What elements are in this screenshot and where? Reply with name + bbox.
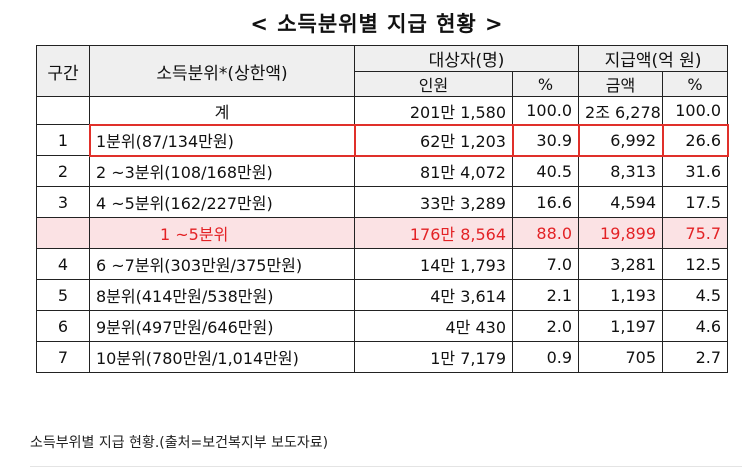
header-people-pct: % (511, 71, 580, 97)
row-amount: 2조 6,278 (578, 96, 664, 125)
row-amount: 6,992 (577, 123, 664, 157)
table-title: < 소득분위별 지급 현황 > (250, 12, 504, 36)
row-level: 4 ~5분위(162/227만원) (89, 186, 355, 218)
row-amount-pct: 26.6 (661, 123, 729, 157)
row-section: 3 (36, 186, 90, 218)
row-amount: 1,197 (578, 310, 664, 342)
row-section: 6 (36, 310, 90, 342)
header-payment: 지급액(억 원) (578, 45, 729, 72)
row-amount-pct: 75.7 (662, 217, 729, 249)
table-row-subtotal: 1 ~5분위 176만 8,564 88.0 19,899 75.7 (36, 217, 729, 249)
row-people: 1만 7,179 (354, 341, 513, 373)
row-level: 계 (89, 96, 355, 125)
table-row: 4 6 ~7분위(303만원/375만원) 14만 1,793 7.0 3,28… (36, 248, 729, 280)
row-amount: 4,594 (578, 186, 664, 218)
row-amount-pct: 17.5 (662, 186, 729, 218)
header-section: 구간 (36, 45, 90, 97)
row-people: 62만 1,203 (353, 123, 514, 157)
row-amount: 3,281 (578, 248, 664, 280)
row-people-pct: 40.5 (511, 155, 580, 187)
row-people-pct: 7.0 (511, 248, 580, 280)
row-amount-pct: 31.6 (662, 155, 729, 187)
header-amount: 금액 (578, 71, 664, 97)
row-level: 9분위(497만원/646만원) (89, 310, 355, 342)
row-level: 6 ~7분위(303만원/375만원) (89, 248, 355, 280)
row-people: 14만 1,793 (354, 248, 513, 280)
row-people-pct: 16.6 (511, 186, 580, 218)
row-people-pct: 88.0 (511, 217, 580, 249)
row-section: 2 (36, 155, 90, 187)
table-row: 6 9분위(497만원/646만원) 4만 430 2.0 1,197 4.6 (36, 310, 729, 342)
row-people-pct: 2.0 (511, 310, 580, 342)
header-income-level: 소득분위*(상한액) (89, 45, 355, 97)
row-people-pct: 100.0 (511, 96, 580, 125)
row-people: 4만 3,614 (354, 279, 513, 311)
row-people: 33만 3,289 (354, 186, 513, 218)
row-people-pct: 2.1 (511, 279, 580, 311)
header-amount-pct: % (662, 71, 729, 97)
row-amount: 19,899 (578, 217, 664, 249)
income-payment-table: 구간 소득분위*(상한액) 대상자(명) 지급액(억 원) 인원 % 금액 % … (36, 45, 729, 373)
table-row-total: 계 201만 1,580 100.0 2조 6,278 100.0 (36, 96, 729, 125)
row-people: 201만 1,580 (354, 96, 513, 125)
table-row: 2 2 ~3분위(108/168만원) 81만 4,072 40.5 8,313… (36, 155, 729, 187)
row-amount-pct: 4.5 (662, 279, 729, 311)
table-row: 7 10분위(780만원/1,014만원) 1만 7,179 0.9 705 2… (36, 341, 729, 373)
figure-caption: 소득부위별 지급 현황.(출처=보건복지부 보도자료) (30, 435, 329, 451)
table-row: 3 4 ~5분위(162/227만원) 33만 3,289 16.6 4,594… (36, 186, 729, 218)
row-level: 2 ~3분위(108/168만원) (89, 155, 355, 187)
row-level: 1 ~5분위 (89, 217, 355, 249)
table-row: 1 1분위(87/134만원) 62만 1,203 30.9 6,992 26.… (36, 123, 729, 157)
row-amount-pct: 100.0 (662, 96, 729, 125)
divider (30, 466, 742, 467)
row-section (36, 96, 90, 125)
header-people: 인원 (354, 71, 513, 97)
row-people-pct: 0.9 (511, 341, 580, 373)
row-amount-pct: 12.5 (662, 248, 729, 280)
row-amount: 8,313 (578, 155, 664, 187)
row-section: 5 (36, 279, 90, 311)
row-amount-pct: 2.7 (662, 341, 729, 373)
row-level: 10분위(780만원/1,014만원) (89, 341, 355, 373)
row-section (36, 217, 90, 249)
table-row: 5 8분위(414만원/538만원) 4만 3,614 2.1 1,193 4.… (36, 279, 729, 311)
row-level: 1분위(87/134만원) (88, 123, 356, 157)
row-amount: 705 (578, 341, 664, 373)
row-amount: 1,193 (578, 279, 664, 311)
header-recipients: 대상자(명) (353, 45, 580, 72)
row-people: 4만 430 (354, 310, 513, 342)
row-people: 176만 8,564 (354, 217, 513, 249)
row-amount-pct: 4.6 (662, 310, 729, 342)
row-section: 7 (36, 341, 90, 373)
row-people: 81만 4,072 (354, 155, 513, 187)
row-section: 4 (36, 248, 90, 280)
row-level: 8분위(414만원/538만원) (89, 279, 355, 311)
row-section: 1 (36, 124, 90, 156)
row-people-pct: 30.9 (511, 123, 580, 157)
